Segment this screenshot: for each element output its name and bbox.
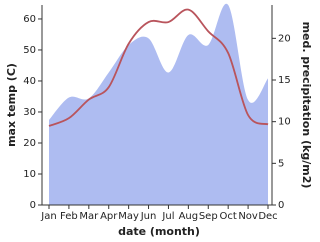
y-tick-label: 30 bbox=[23, 107, 36, 118]
y2-tick-label: 15 bbox=[278, 75, 291, 86]
x-tick-label: Aug bbox=[179, 211, 199, 222]
y2-tick-label: 20 bbox=[278, 33, 291, 44]
x-tick-label: Jul bbox=[161, 211, 174, 222]
x-tick-label: Jan bbox=[40, 211, 56, 222]
y-tick-label: 40 bbox=[23, 76, 36, 87]
precipitation-area bbox=[49, 3, 268, 205]
x-tick-label: Oct bbox=[220, 211, 237, 222]
y2-tick-label: 10 bbox=[278, 117, 291, 128]
x-tick-label: Dec bbox=[258, 211, 277, 222]
y2-tick-label: 0 bbox=[278, 200, 284, 211]
temp-line bbox=[48, 8, 269, 127]
y2-tick-label: 5 bbox=[278, 158, 284, 169]
y2-axis-label: med. precipitation (kg/m2) bbox=[300, 22, 313, 189]
x-tick-label: Nov bbox=[238, 211, 258, 222]
y-tick-label: 10 bbox=[23, 169, 36, 180]
x-tick-label: Mar bbox=[79, 211, 99, 222]
x-tick-label: May bbox=[118, 211, 139, 222]
x-tick-label: Sep bbox=[199, 211, 218, 222]
y-tick-label: 50 bbox=[23, 45, 36, 56]
y-axis-label: max temp (C) bbox=[5, 63, 18, 147]
x-tick-label: Feb bbox=[60, 211, 78, 222]
x-tick-label: Jun bbox=[140, 211, 157, 222]
y-tick-label: 60 bbox=[23, 14, 36, 25]
x-axis-label: date (month) bbox=[118, 225, 200, 238]
x-tick-label: Apr bbox=[100, 211, 118, 222]
y-tick-label: 0 bbox=[30, 200, 36, 211]
y-tick-label: 20 bbox=[23, 138, 36, 149]
